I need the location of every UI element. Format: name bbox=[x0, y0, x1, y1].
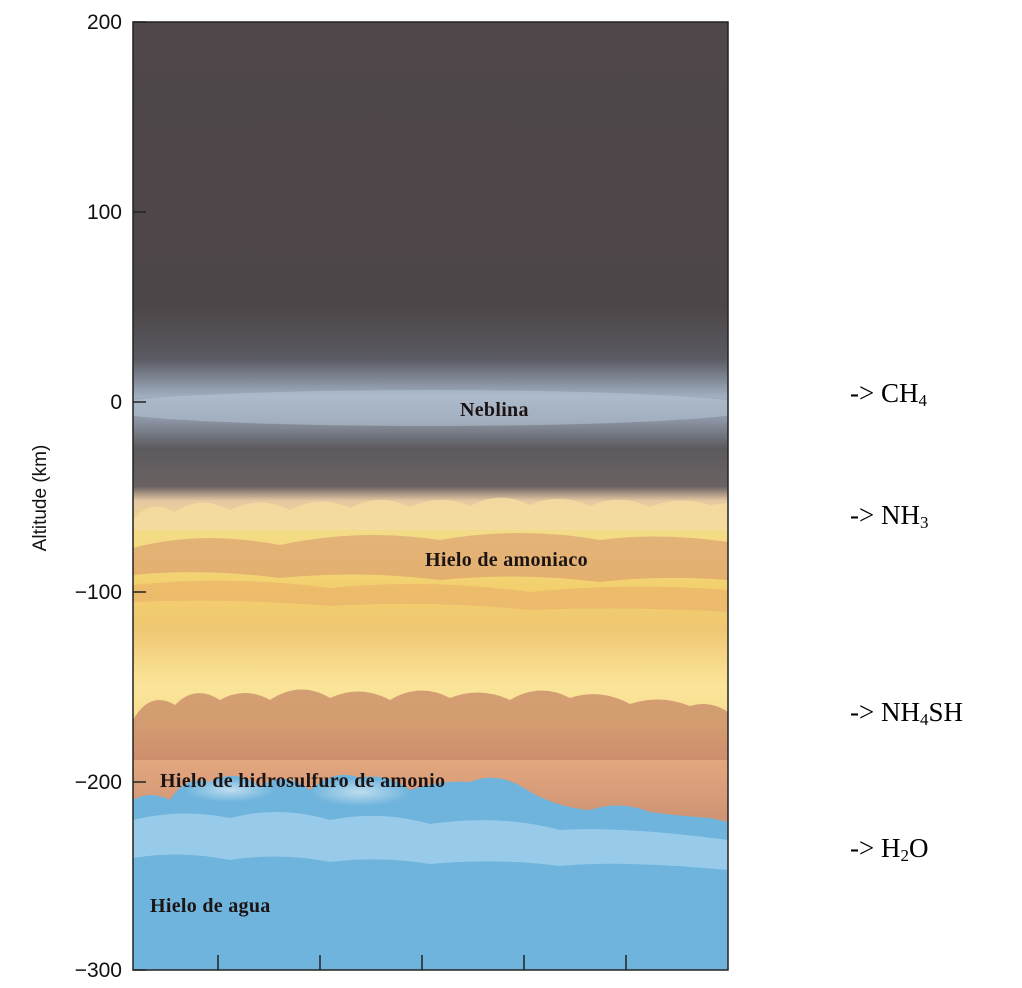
hydrosulfide-cloud-top bbox=[133, 689, 728, 760]
tick-label-minus-200: −200 bbox=[75, 771, 122, 794]
gas-label-nh4sh: -> NH4SH bbox=[850, 697, 963, 730]
gas-prefix: -> bbox=[850, 833, 881, 863]
haze-band bbox=[133, 390, 728, 426]
gas-formula-part: H bbox=[880, 833, 901, 863]
tick-minus-100: −100 bbox=[75, 581, 146, 604]
gas-formula-subscript: 2 bbox=[900, 846, 909, 865]
x-axis-ticks bbox=[217, 955, 627, 970]
ammonia-cloud-top bbox=[133, 497, 728, 530]
gas-prefix: -> bbox=[850, 378, 881, 408]
gas-prefix: -> bbox=[850, 500, 881, 530]
gas-formula-subscript: 3 bbox=[919, 513, 929, 532]
plot-frame bbox=[132, 21, 729, 971]
tick-minus-200: −200 bbox=[75, 771, 146, 794]
gas-formula-part: NH bbox=[880, 500, 920, 530]
tick-200: 200 bbox=[87, 11, 146, 34]
water-cloud-highlight bbox=[133, 811, 728, 870]
tick-label-100: 100 bbox=[87, 201, 122, 224]
gas-formula-part: NH bbox=[880, 697, 920, 727]
gas-formula-part: O bbox=[908, 833, 929, 863]
atmosphere-illustration bbox=[133, 22, 728, 970]
y-axis: 200 100 0 −100 −200 −300 Altitude (km) bbox=[30, 11, 146, 982]
tick-label-minus-300: −300 bbox=[75, 959, 122, 982]
gas-formula-subscript: 4 bbox=[919, 710, 929, 729]
gas-formula-subscript: 4 bbox=[918, 391, 927, 410]
gas-label-nh3: -> NH3 bbox=[850, 500, 928, 533]
tick-minus-300: −300 bbox=[75, 959, 146, 982]
gas-prefix: -> bbox=[850, 697, 881, 727]
y-axis-title: Altitude (km) bbox=[30, 445, 51, 552]
ammonia-cloud-lower bbox=[133, 580, 728, 612]
ammonia-cloud-band bbox=[133, 533, 728, 582]
label-haze: Neblina bbox=[460, 399, 529, 421]
tick-label-200: 200 bbox=[87, 11, 122, 34]
gas-label-h2o: -> H2O bbox=[850, 833, 928, 866]
tick-0: 0 bbox=[110, 391, 146, 414]
tick-100: 100 bbox=[87, 201, 146, 224]
gas-formula-part: CH bbox=[880, 378, 919, 408]
label-water-ice: Hielo de agua bbox=[150, 895, 271, 917]
gas-label-ch4: -> CH4 bbox=[850, 378, 927, 411]
label-hydrosulfide-ice: Hielo de hidrosulfuro de amonio bbox=[160, 770, 445, 792]
tick-label-0: 0 bbox=[110, 391, 122, 414]
gas-formula-part: SH bbox=[928, 697, 963, 727]
label-ammonia-ice: Hielo de amoniaco bbox=[425, 549, 588, 571]
tick-label-minus-100: −100 bbox=[75, 581, 122, 604]
